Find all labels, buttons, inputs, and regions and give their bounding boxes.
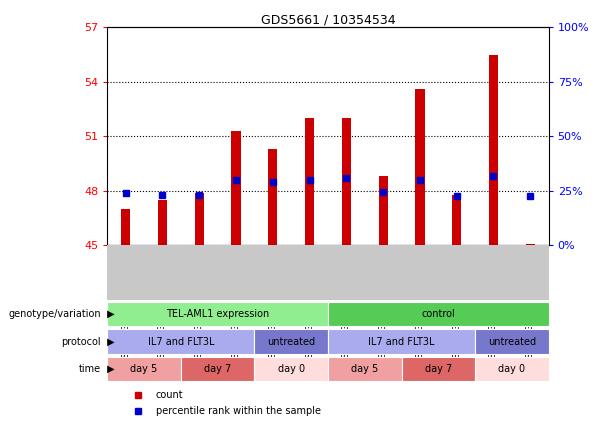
Bar xyxy=(121,209,130,245)
Bar xyxy=(305,118,314,245)
Bar xyxy=(475,357,549,382)
Text: day 0: day 0 xyxy=(278,364,305,374)
Bar xyxy=(328,357,402,382)
Bar xyxy=(328,302,549,327)
Text: TEL-AML1 expression: TEL-AML1 expression xyxy=(166,309,269,319)
Text: count: count xyxy=(156,390,183,400)
Bar xyxy=(232,131,240,245)
Text: IL7 and FLT3L: IL7 and FLT3L xyxy=(148,337,214,346)
Bar xyxy=(452,195,461,245)
Bar xyxy=(107,302,328,327)
Text: ▶: ▶ xyxy=(104,337,115,346)
Text: untreated: untreated xyxy=(488,337,536,346)
Bar xyxy=(379,176,388,245)
Bar xyxy=(107,329,254,354)
Bar xyxy=(181,357,254,382)
Bar xyxy=(342,118,351,245)
Text: control: control xyxy=(421,309,455,319)
Bar xyxy=(328,329,475,354)
Bar xyxy=(195,193,204,245)
Text: day 5: day 5 xyxy=(131,364,158,374)
Bar xyxy=(402,357,475,382)
Text: untreated: untreated xyxy=(267,337,315,346)
Text: day 5: day 5 xyxy=(351,364,378,374)
Text: day 7: day 7 xyxy=(425,364,452,374)
Bar xyxy=(526,244,535,245)
Text: time: time xyxy=(79,364,101,374)
Text: IL7 and FLT3L: IL7 and FLT3L xyxy=(368,337,435,346)
Bar xyxy=(416,89,424,245)
Text: percentile rank within the sample: percentile rank within the sample xyxy=(156,406,321,416)
Text: protocol: protocol xyxy=(61,337,101,346)
Bar xyxy=(268,149,277,245)
Text: ▶: ▶ xyxy=(104,364,115,374)
Text: genotype/variation: genotype/variation xyxy=(9,309,101,319)
Title: GDS5661 / 10354534: GDS5661 / 10354534 xyxy=(261,14,395,26)
Bar xyxy=(489,55,498,245)
Bar xyxy=(254,329,328,354)
Text: day 0: day 0 xyxy=(498,364,525,374)
Bar xyxy=(254,357,328,382)
Text: day 7: day 7 xyxy=(204,364,231,374)
Bar xyxy=(158,200,167,245)
Bar xyxy=(475,329,549,354)
Bar xyxy=(107,357,181,382)
Text: ▶: ▶ xyxy=(104,309,115,319)
